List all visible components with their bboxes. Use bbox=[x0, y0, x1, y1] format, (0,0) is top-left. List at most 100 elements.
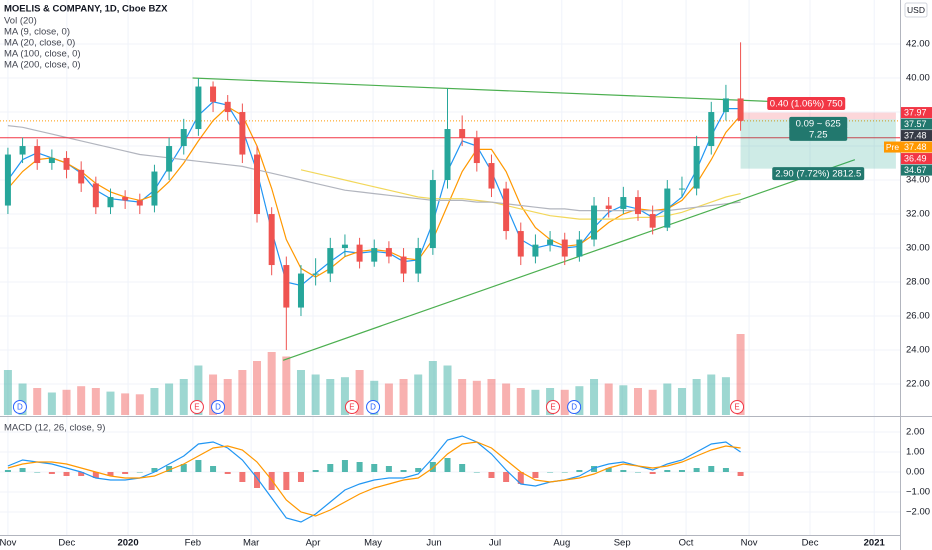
event-marker[interactable] bbox=[730, 400, 745, 414]
position-target-label: 2.90 (7.72%) 2812.5 bbox=[775, 169, 861, 180]
volume-bar bbox=[62, 389, 71, 415]
x-tick-label: Oct bbox=[679, 538, 694, 549]
candle-body bbox=[635, 197, 642, 215]
macd-histogram-bar bbox=[268, 472, 275, 490]
event-marker[interactable] bbox=[366, 400, 381, 414]
volume-bar bbox=[663, 383, 672, 415]
macd-title[interactable]: MACD (12, 26, close, 9) bbox=[4, 423, 105, 434]
indicator-label[interactable]: MA (200, close, 0) bbox=[4, 60, 81, 71]
volume-bar bbox=[18, 383, 27, 415]
volume-bar bbox=[677, 388, 686, 415]
trend-line bbox=[192, 77, 781, 103]
macd-histogram-bar bbox=[415, 468, 422, 472]
macd-histogram-bar bbox=[151, 468, 158, 472]
event-label: E bbox=[194, 403, 199, 412]
volume-bar bbox=[516, 388, 525, 415]
volume-bar bbox=[194, 365, 203, 415]
candle-body bbox=[19, 146, 26, 155]
volume-bar bbox=[721, 377, 730, 415]
candle-body bbox=[341, 244, 348, 249]
macd-histogram-bar bbox=[532, 472, 539, 478]
volume-bar bbox=[253, 361, 262, 415]
volume-layer bbox=[3, 334, 745, 415]
event-label: D bbox=[571, 403, 577, 412]
candle-body bbox=[224, 101, 231, 113]
candle-body bbox=[473, 137, 480, 164]
candle-body bbox=[444, 129, 451, 181]
volume-bar bbox=[209, 374, 218, 415]
volume-bar bbox=[502, 383, 511, 415]
currency: USD bbox=[907, 5, 925, 15]
x-tick-label: 2021 bbox=[864, 538, 886, 549]
volume-bar bbox=[179, 379, 188, 415]
event-label: E bbox=[550, 403, 555, 412]
volume-bar bbox=[326, 379, 335, 415]
event-marker[interactable] bbox=[567, 400, 582, 414]
position-center-label: 0.09 ~ 625 bbox=[796, 118, 841, 129]
candle-body bbox=[605, 205, 612, 209]
price-tag-label: 37.97 bbox=[904, 107, 927, 117]
symbol-title[interactable]: MOELIS & COMPANY, 1D, Cboe BZX bbox=[4, 4, 168, 15]
macd-histogram-bar bbox=[576, 470, 583, 472]
indicator-label[interactable]: MA (100, close, 0) bbox=[4, 49, 81, 60]
macd-histogram-bar bbox=[737, 472, 744, 476]
event-marker[interactable] bbox=[344, 400, 359, 414]
macd-histogram-bar bbox=[400, 470, 407, 472]
macd-histogram-bar bbox=[297, 472, 304, 482]
candle-body bbox=[356, 244, 363, 262]
volume-bar bbox=[165, 383, 174, 415]
candle-body bbox=[678, 188, 685, 190]
macd-histogram-bar bbox=[254, 472, 261, 488]
macd-histogram-bar bbox=[722, 468, 729, 472]
macd-histogram-bar bbox=[371, 464, 378, 472]
volume-bar bbox=[311, 374, 320, 415]
event-marker[interactable] bbox=[12, 400, 27, 414]
volume-bar bbox=[604, 383, 613, 415]
indicator-label[interactable]: Vol (20) bbox=[4, 16, 37, 27]
event-marker[interactable] bbox=[211, 400, 226, 414]
volume-bar bbox=[707, 374, 716, 415]
macd-histogram-bar bbox=[92, 472, 99, 478]
volume-bar bbox=[458, 379, 467, 415]
volume-bar bbox=[296, 370, 305, 415]
legend: MOELIS & COMPANY, 1D, Cboe BZX Vol (20) … bbox=[4, 4, 168, 434]
macd-histogram-bar bbox=[708, 466, 715, 472]
event-marker[interactable] bbox=[189, 400, 204, 414]
indicator-label[interactable]: MA (20, close, 0) bbox=[4, 38, 75, 49]
y-tick-label: 34.00 bbox=[906, 175, 930, 186]
volume-bar bbox=[238, 370, 247, 415]
price-tag bbox=[901, 107, 932, 119]
macd-histogram-bar bbox=[63, 472, 70, 476]
price-tag-label: 37.48 bbox=[904, 130, 927, 140]
candle-body bbox=[385, 248, 392, 257]
macd-histogram-bar bbox=[561, 472, 568, 473]
y-tick-label: 28.00 bbox=[906, 277, 930, 288]
y-tick-label: 42.00 bbox=[906, 39, 930, 50]
candle-body bbox=[122, 197, 129, 201]
volume-bar bbox=[135, 394, 144, 415]
macd-histogram-bar bbox=[605, 468, 612, 472]
macd-histogram-bar bbox=[327, 464, 334, 472]
macd-histogram-bar bbox=[635, 472, 642, 473]
volume-bar bbox=[121, 393, 130, 415]
volume-bar bbox=[634, 388, 643, 415]
event-marker[interactable] bbox=[546, 400, 561, 414]
y-tick-label: 0.00 bbox=[906, 467, 925, 478]
macd-histogram-bar bbox=[48, 472, 55, 474]
candle-body bbox=[283, 265, 290, 308]
macd-histogram-bar bbox=[34, 472, 41, 473]
indicator-label[interactable]: MA (9, close, 0) bbox=[4, 27, 70, 38]
y-tick-label: 30.00 bbox=[906, 243, 930, 254]
currency-box[interactable] bbox=[904, 2, 928, 18]
volume-bar bbox=[3, 370, 12, 415]
x-tick-label: Jul bbox=[489, 538, 501, 549]
y-tick-label: 24.00 bbox=[906, 345, 930, 356]
volume-bar bbox=[648, 389, 657, 415]
macd-histogram-bar bbox=[678, 470, 685, 472]
price-tag-prefix: Pre bbox=[886, 142, 900, 152]
macd-histogram-bar bbox=[136, 472, 143, 473]
candle-body bbox=[576, 239, 583, 257]
volume-bar bbox=[47, 392, 56, 415]
position-center-label-box bbox=[789, 116, 848, 130]
